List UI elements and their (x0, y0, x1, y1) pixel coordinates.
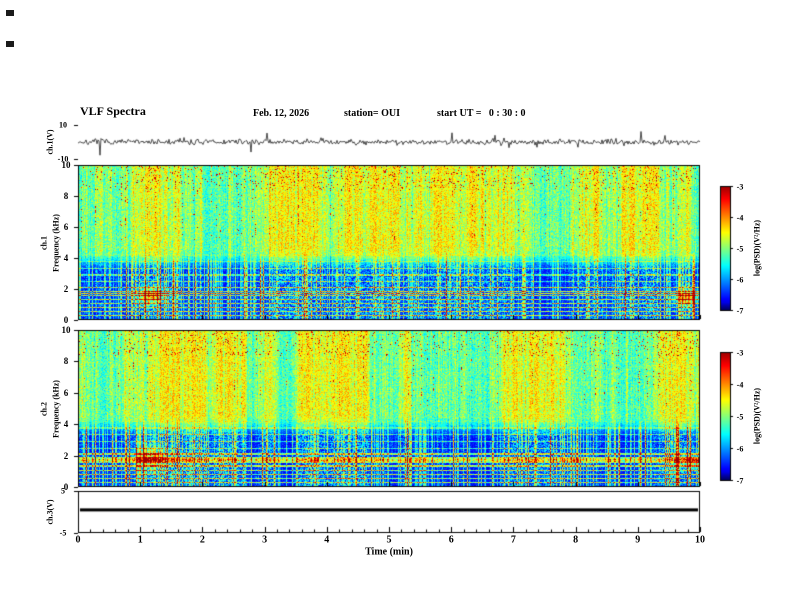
y-tick-label: 10 (61, 160, 71, 170)
colorbar-tick-label: -6 (736, 275, 744, 284)
y-tick-label: 6 (63, 387, 69, 398)
x-tick-label: 4 (324, 534, 330, 546)
start-ut-label: start UT = 0 : 30 : 0 (437, 108, 526, 119)
colorbar-tick-label: -6 (736, 444, 744, 453)
colorbar-axis-label: log(PSD)(V²/Hz) (752, 387, 762, 445)
y-tick-label: -5 (59, 528, 67, 538)
x-tick-label: 5 (386, 534, 392, 546)
y-tick-label: 4 (63, 419, 69, 430)
channel-label: ch.2 (39, 401, 49, 416)
x-tick-label: 8 (573, 534, 579, 546)
x-tick-label: 7 (510, 534, 516, 546)
x-tick-label: 2 (199, 534, 205, 546)
figure-date: Feb. 12, 2026 (253, 108, 310, 119)
y-axis-title: ch.3(V) (45, 499, 55, 525)
y-axis-title: Frequency (kHz) (51, 213, 61, 272)
colorbar-tick-label: -4 (736, 380, 744, 389)
y-tick-label: 2 (63, 450, 69, 461)
channel-label: ch.1 (39, 235, 49, 250)
colorbar-tick-label: -7 (736, 476, 744, 485)
y-tick-label: 4 (63, 253, 69, 263)
x-tick-label: 9 (635, 534, 641, 546)
y-axis-title: Frequency (kHz) (51, 379, 61, 438)
colorbar-tick-label: -7 (736, 306, 744, 315)
y-tick-label: 10 (61, 325, 71, 335)
colorbar-tick-label: -4 (736, 213, 744, 222)
y-tick-label: -10 (57, 154, 69, 164)
figure-title: VLF Spectra (80, 104, 146, 118)
screen-artifact-mark (6, 41, 14, 47)
station-label: station= OUI (344, 108, 400, 119)
y-tick-label: 5 (61, 486, 65, 496)
y-tick-label: 0 (63, 482, 69, 492)
screen-artifact-mark (6, 10, 14, 16)
colorbar-tick-label: -3 (736, 348, 744, 357)
colorbar-tick-label: -5 (736, 244, 744, 253)
y-tick-label: 6 (63, 222, 69, 232)
y-tick-label: 8 (63, 191, 69, 201)
colorbar-tick-label: -5 (736, 412, 744, 421)
y-tick-label: 10 (59, 120, 67, 130)
x-tick-label: 0 (75, 534, 81, 546)
x-tick-label: 10 (695, 534, 705, 546)
x-axis-title: Time (min) (365, 546, 413, 558)
colorbar-axis-label: log(PSD)(V²/Hz) (752, 219, 762, 277)
y-tick-label: 0 (63, 315, 69, 325)
x-tick-label: 6 (448, 534, 454, 546)
y-tick-label: 8 (63, 356, 69, 367)
y-tick-label: 2 (63, 284, 69, 294)
y-axis-title: ch.1(V) (45, 129, 55, 155)
colorbar-tick-label: -3 (736, 182, 744, 191)
x-tick-label: 1 (137, 534, 143, 546)
x-tick-label: 3 (262, 534, 268, 546)
